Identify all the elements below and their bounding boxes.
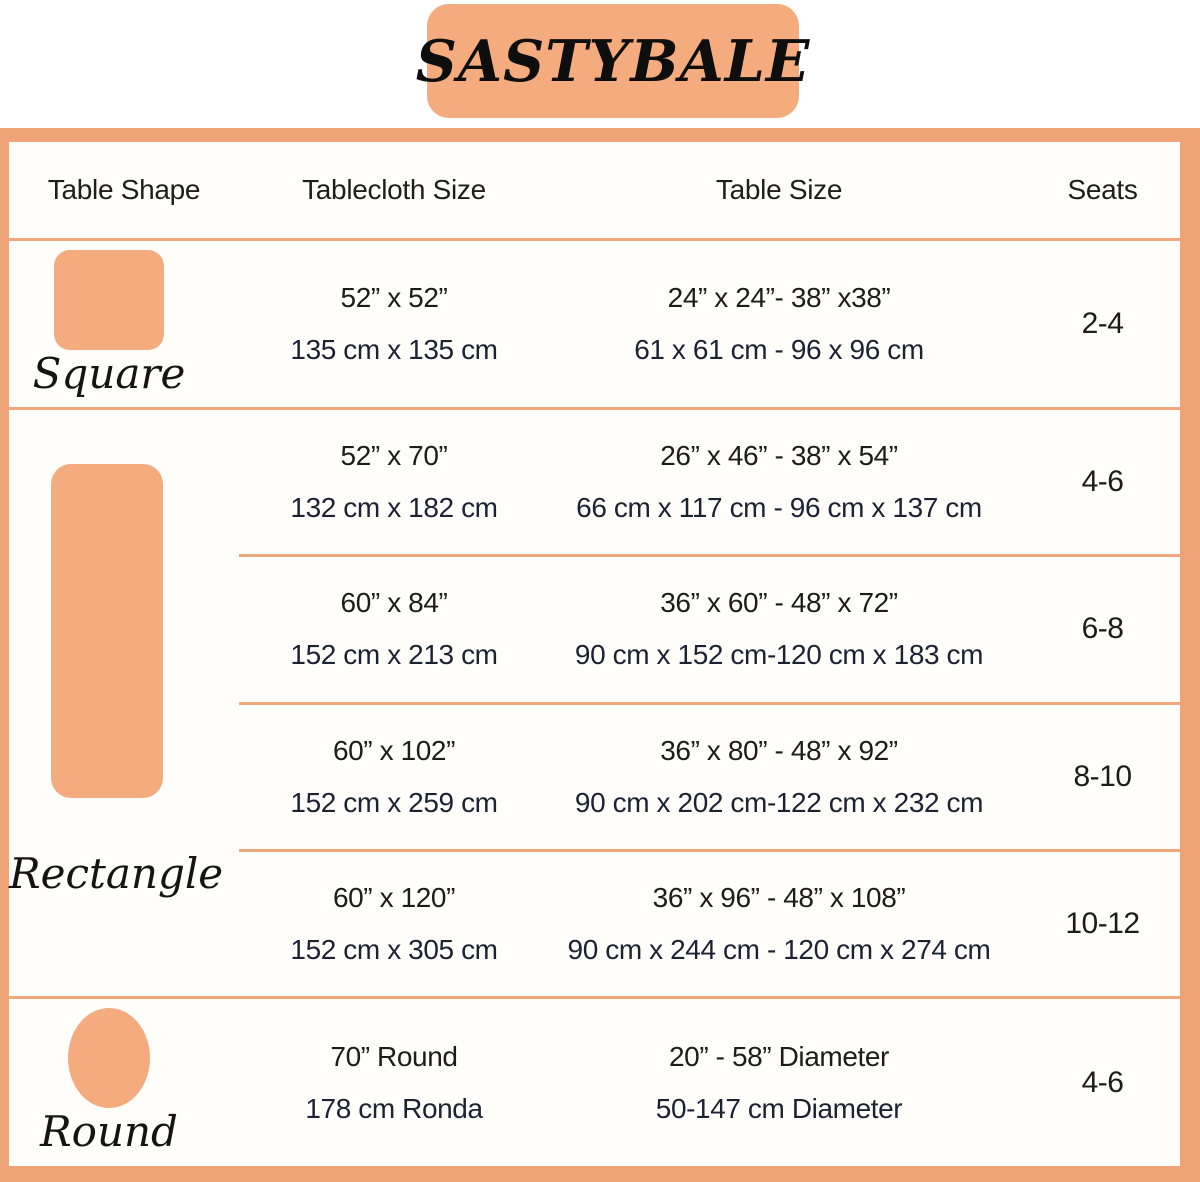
tablecloth-size-cm: 152 cm x 305 cm <box>290 933 498 965</box>
rectangle-shape-icon <box>51 464 163 798</box>
tablecloth-size-cm: 132 cm x 182 cm <box>290 492 498 524</box>
divider <box>239 701 1180 705</box>
tablecloth-size-cm: 152 cm x 259 cm <box>290 786 498 818</box>
table-size-inches: 24” x 24”- 38” x38” <box>667 282 891 313</box>
table-size-inches: 20” - 58” Diameter <box>669 1040 889 1072</box>
divider <box>9 407 1180 410</box>
tablecloth-size-inches: 60” x 84” <box>340 587 448 619</box>
divider <box>239 554 1180 558</box>
table-row: 60” x 120” 152 cm x 305 cm 36” x 96” - 4… <box>239 852 1180 996</box>
table-size-inches: 36” x 80” - 48” x 92” <box>660 734 898 766</box>
seats-value: 10-12 <box>1065 906 1140 940</box>
brand-logo-text: SASTYBALE <box>415 27 811 95</box>
tablecloth-size-cell: 52” x 70” 132 cm x 182 cm <box>239 410 549 554</box>
column-header-tablecloth-size: Tablecloth Size <box>302 174 486 205</box>
seats-value: 8-10 <box>1073 759 1132 793</box>
table-header-row: Table Shape Tablecloth Size Table Size S… <box>9 142 1180 238</box>
table-size-cell: 20” - 58” Diameter 50-147 cm Diameter <box>549 999 1009 1166</box>
seats-value: 6-8 <box>1081 612 1124 646</box>
table-row: 60” x 102” 152 cm x 259 cm 36” x 80” - 4… <box>239 705 1180 849</box>
table-row: 60” x 84” 152 cm x 213 cm 36” x 60” - 48… <box>239 557 1180 701</box>
tablecloth-size-cell: 60” x 120” 152 cm x 305 cm <box>239 852 549 996</box>
table-size-cm: 90 cm x 202 cm-122 cm x 232 cm <box>574 786 984 818</box>
column-header-table-size: Table Size <box>715 174 843 205</box>
tablecloth-size-inches: 70” Round <box>330 1040 458 1072</box>
tablecloth-size-cell: 52” x 52” 135 cm x 135 cm <box>239 241 549 407</box>
tablecloth-size-inches: 60” x 120” <box>332 881 456 913</box>
seats-value: 4-6 <box>1081 1065 1124 1099</box>
divider <box>9 238 1180 241</box>
table-size-inches: 36” x 60” - 48” x 72” <box>660 587 898 619</box>
table-size-cell: 36” x 80” - 48” x 92” 90 cm x 202 cm-122… <box>549 705 1009 849</box>
tablecloth-size-cm: 152 cm x 213 cm <box>290 639 498 671</box>
table-size-cm: 61 x 61 cm - 96 x 96 cm <box>634 334 924 365</box>
table-size-cm: 50-147 cm Diameter <box>655 1092 903 1124</box>
table-size-cell: 26” x 46” - 38” x 54” 66 cm x 117 cm - 9… <box>549 410 1009 554</box>
table-size-inches: 26” x 46” - 38” x 54” <box>660 440 898 472</box>
shape-cell-square: Square <box>9 241 239 407</box>
tablecloth-size-cm: 135 cm x 135 cm <box>290 334 498 365</box>
tablecloth-size-cell: 60” x 84” 152 cm x 213 cm <box>239 557 549 701</box>
table-size-cell: 36” x 60” - 48” x 72” 90 cm x 152 cm-120… <box>549 557 1009 701</box>
table-size-cm: 90 cm x 152 cm-120 cm x 183 cm <box>574 639 984 671</box>
table-row-round: Round 70” Round 178 cm Ronda 20” - 58” D… <box>9 999 1180 1166</box>
seats-value: 4-6 <box>1081 465 1124 499</box>
shape-label-square: Square <box>32 348 186 398</box>
table-section-rectangle: Rectangle 52” x 70” 132 cm x 182 cm 26” … <box>9 410 1180 996</box>
tablecloth-size-cell: 70” Round 178 cm Ronda <box>239 999 549 1166</box>
tablecloth-size-cm: 178 cm Ronda <box>305 1092 483 1124</box>
brand-logo: SASTYBALE <box>416 4 809 118</box>
shape-cell-rectangle: Rectangle <box>9 410 239 996</box>
shape-cell-round: Round <box>9 999 239 1166</box>
table-size-cell: 24” x 24”- 38” x38” 61 x 61 cm - 96 x 96… <box>549 241 1009 407</box>
shape-label-round: Round <box>40 1107 178 1157</box>
divider <box>239 848 1180 852</box>
tablecloth-size-inches: 52” x 52” <box>340 282 448 313</box>
table-row: 52” x 70” 132 cm x 182 cm 26” x 46” - 38… <box>239 410 1180 554</box>
square-shape-icon <box>54 249 164 350</box>
table-size-cm: 90 cm x 244 cm - 120 cm x 274 cm <box>567 933 991 965</box>
table-size-inches: 36” x 96” - 48” x 108” <box>652 881 906 913</box>
column-header-table-shape: Table Shape <box>47 174 201 205</box>
shape-label-rectangle: Rectangle <box>9 849 224 898</box>
table-row-square: Square 52” x 52” 135 cm x 135 cm 24” x 2… <box>9 241 1180 407</box>
round-shape-icon <box>68 1008 150 1109</box>
rectangle-rows: 52” x 70” 132 cm x 182 cm 26” x 46” - 38… <box>239 410 1180 996</box>
table-size-cm: 66 cm x 117 cm - 96 cm x 137 cm <box>576 492 982 524</box>
tablecloth-size-inches: 60” x 102” <box>332 734 456 766</box>
divider <box>9 996 1180 999</box>
size-table: Table Shape Tablecloth Size Table Size S… <box>0 128 1200 1182</box>
table-size-cell: 36” x 96” - 48” x 108” 90 cm x 244 cm - … <box>549 852 1009 996</box>
tablecloth-size-cell: 60” x 102” 152 cm x 259 cm <box>239 705 549 849</box>
tablecloth-size-inches: 52” x 70” <box>340 440 448 472</box>
column-header-seats: Seats <box>1067 174 1138 205</box>
seats-value: 2-4 <box>1081 307 1124 340</box>
